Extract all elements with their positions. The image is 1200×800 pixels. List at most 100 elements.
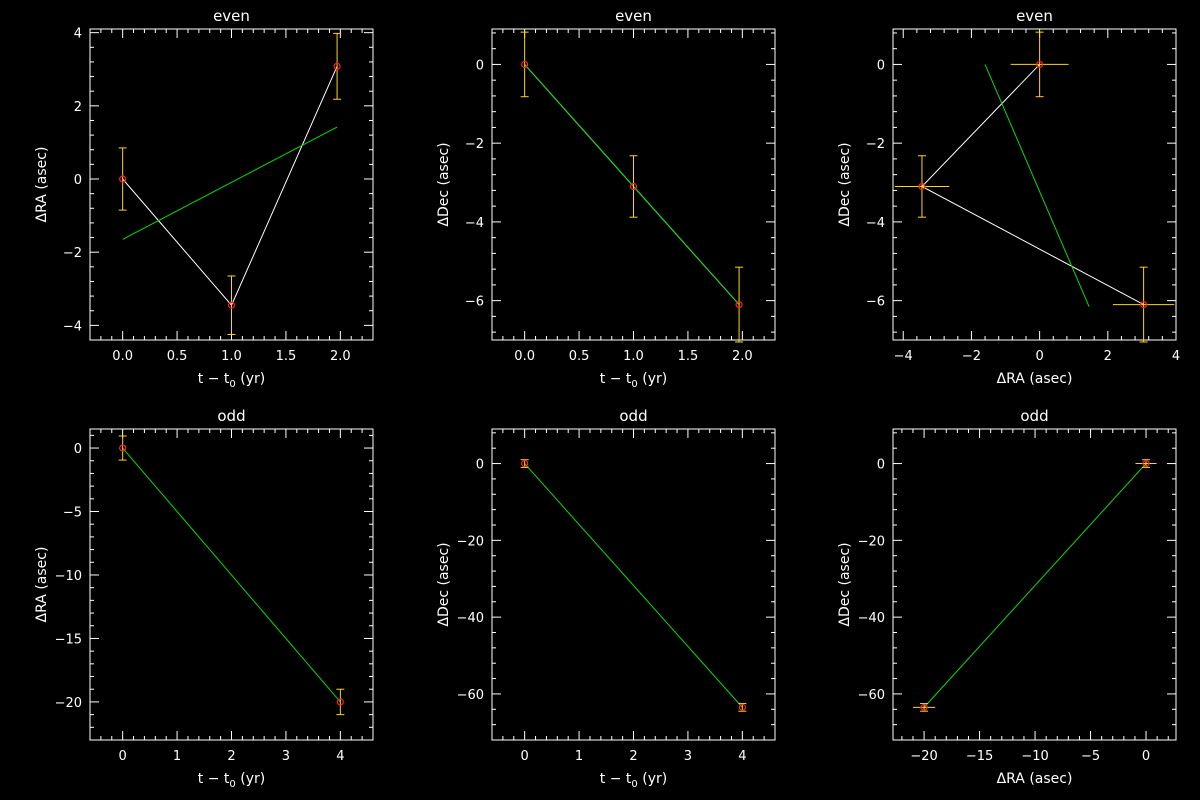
y-tick-label: −15 — [55, 632, 82, 647]
x-axis-label: ΔRA (asec) — [997, 371, 1073, 387]
x-axis-label-tail: (yr) — [638, 371, 667, 387]
y-tick-label: −2 — [866, 137, 885, 152]
chart-title: even — [213, 7, 250, 25]
x-tick-label: 3 — [684, 749, 692, 764]
x-tick-label: 2 — [1104, 349, 1112, 364]
x-tick-label: 2 — [629, 749, 637, 764]
x-tick-label: 0.5 — [167, 349, 188, 364]
x-axis-label: ΔRA (asec) — [997, 771, 1073, 787]
y-tick-label: 0 — [476, 58, 484, 73]
x-axis-label-tail: (yr) — [236, 771, 265, 787]
x-axis-label: t − t0 (yr) — [198, 771, 265, 790]
x-tick-label: −10 — [1021, 749, 1048, 764]
y-tick-label: 0 — [74, 173, 82, 188]
y-tick-label: 4 — [74, 27, 82, 42]
x-tick-label: 2 — [227, 749, 235, 764]
x-axis-label-main: t − t — [198, 371, 230, 387]
y-tick-label: −4 — [63, 319, 82, 334]
y-tick-label: −60 — [457, 688, 484, 703]
fit-line — [984, 64, 1090, 307]
fit-line — [524, 463, 743, 708]
plot-frame — [892, 428, 1177, 741]
x-tick-label: 1.5 — [678, 349, 699, 364]
y-tick-label: 2 — [74, 100, 82, 115]
x-tick-label: 0.0 — [514, 349, 535, 364]
y-tick-label: −20 — [457, 534, 484, 549]
data-marker — [521, 60, 529, 69]
data-marker — [119, 444, 127, 452]
x-axis-label-tail: (yr) — [236, 371, 265, 387]
x-axis-label-subscript: 0 — [631, 779, 637, 790]
y-tick-label: −60 — [858, 688, 885, 703]
chart-title: even — [1016, 7, 1053, 25]
x-tick-label: 1.0 — [623, 349, 644, 364]
y-tick-label: −4 — [465, 216, 484, 231]
x-tick-label: 0 — [119, 749, 127, 764]
x-axis-label-subscript: 0 — [229, 779, 235, 790]
y-tick-label: −6 — [465, 295, 484, 310]
data-point-3 — [735, 266, 744, 343]
y-tick-label: −40 — [858, 611, 885, 626]
x-tick-label: −2 — [962, 349, 981, 364]
data-marker — [1142, 459, 1150, 468]
data-point-1 — [118, 435, 127, 461]
y-tick-label: −20 — [55, 696, 82, 711]
chart-panel-6: odd −20 −15 −10 −5 0 −60 −40 −20 0 ΔRA (asec) ΔDec … — [837, 407, 1177, 787]
data-point-2 — [912, 703, 936, 712]
x-tick-label: −5 — [1081, 749, 1100, 764]
x-tick-label: 3 — [282, 749, 290, 764]
y-tick-label: −2 — [63, 246, 82, 261]
chart-title: even — [615, 7, 652, 25]
data-marker — [629, 182, 638, 191]
data-marker — [227, 301, 236, 309]
data-marker — [336, 698, 344, 706]
y-tick-label: −6 — [866, 295, 885, 310]
x-tick-label: 2.0 — [330, 349, 351, 364]
chart-title: odd — [217, 407, 245, 425]
x-axis-label-main: t − t — [600, 371, 632, 387]
x-axis-label: t − t0 (yr) — [600, 771, 667, 790]
x-tick-label: −15 — [966, 749, 993, 764]
x-axis-label-tail: (yr) — [638, 771, 667, 787]
y-tick-label: −10 — [55, 569, 82, 584]
x-axis-label-main: t − t — [600, 771, 632, 787]
data-point-3 — [333, 32, 342, 100]
y-axis-label: ΔRA (asec) — [34, 547, 50, 623]
x-tick-label: 0 — [1142, 749, 1150, 764]
chart-panel-3: even −4 −2 0 2 4 −6 −4 −2 0 ΔRA (asec) ΔDec (asec) — [837, 7, 1180, 387]
fit-line — [122, 126, 338, 240]
data-marker — [735, 300, 743, 309]
x-tick-label: 1.0 — [221, 349, 242, 364]
y-axis-label: ΔRA (asec) — [34, 147, 50, 223]
x-tick-label: 4 — [738, 749, 746, 764]
data-point-3 — [1112, 266, 1175, 343]
data-point-2 — [227, 275, 236, 336]
x-tick-label: 0 — [521, 749, 529, 764]
x-tick-label: 4 — [336, 749, 344, 764]
data-point-2 — [629, 155, 638, 218]
y-tick-label: 0 — [877, 458, 885, 473]
data-point-2 — [894, 155, 950, 218]
x-tick-label: −20 — [910, 749, 937, 764]
data-marker — [119, 175, 127, 183]
y-tick-label: −20 — [858, 534, 885, 549]
x-tick-label: 1.5 — [276, 349, 297, 364]
x-tick-label: 1 — [575, 749, 583, 764]
y-tick-label: 0 — [476, 458, 484, 473]
chart-title: odd — [619, 407, 647, 425]
fit-line — [122, 447, 341, 703]
x-tick-label: 2.0 — [732, 349, 753, 364]
y-axis-label: ΔDec (asec) — [837, 142, 853, 226]
x-axis-label-subscript: 0 — [229, 379, 235, 390]
y-axis-label: ΔDec (asec) — [436, 542, 452, 626]
y-tick-label: 0 — [877, 58, 885, 73]
y-axis-label: ΔDec (asec) — [436, 142, 452, 226]
plot-frame — [892, 28, 1177, 341]
data-point-1 — [1135, 459, 1157, 468]
